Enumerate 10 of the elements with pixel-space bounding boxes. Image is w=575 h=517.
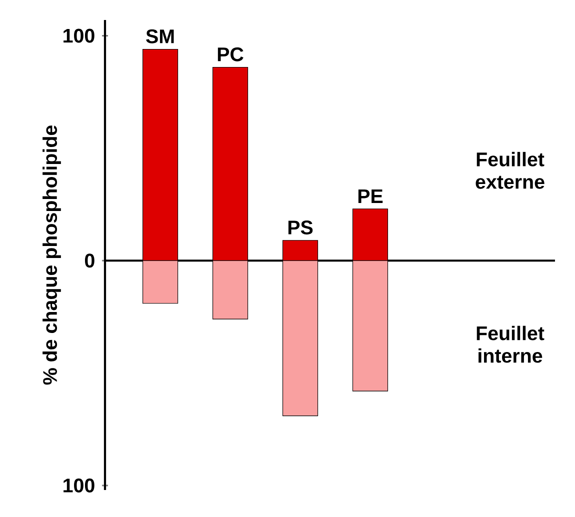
x-tick-label: PE bbox=[358, 189, 383, 203]
y-tick-label: 0 bbox=[84, 254, 94, 268]
y-tick-label: 100 bbox=[64, 478, 94, 492]
y-tick-label: 100 bbox=[64, 28, 94, 43]
x-tick-label: PS bbox=[288, 220, 313, 234]
x-tick-label: PC bbox=[218, 47, 244, 62]
text: Feuillet interne bbox=[476, 326, 544, 363]
x-tick-label: SM bbox=[146, 29, 174, 44]
y-axis-title: % de chaque phospholipide bbox=[42, 126, 61, 385]
text: Feuillet externe bbox=[476, 152, 544, 189]
